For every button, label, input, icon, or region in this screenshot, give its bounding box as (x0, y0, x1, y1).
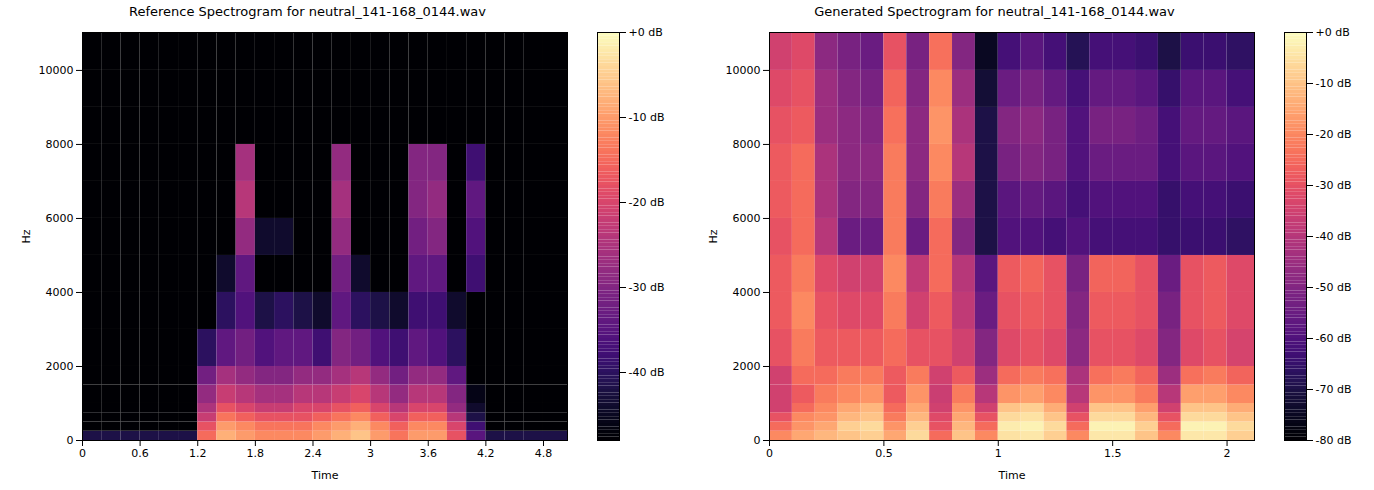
svg-text:2: 2 (1224, 447, 1231, 460)
svg-text:10000: 10000 (726, 64, 761, 77)
svg-text:8000: 8000 (733, 138, 761, 151)
svg-text:-30 dB: -30 dB (629, 281, 665, 294)
svg-text:Hz: Hz (20, 229, 33, 243)
svg-text:6000: 6000 (46, 212, 74, 225)
svg-text:+0 dB: +0 dB (629, 26, 663, 39)
html-text:Reference Spectrogram for neut: Reference Spectrogram for neutral_141-16… (129, 4, 486, 19)
svg-text:-20 dB: -20 dB (1316, 128, 1352, 141)
svg-text:Time: Time (998, 469, 1026, 482)
svg-text:6000: 6000 (733, 212, 761, 225)
svg-text:1: 1 (995, 447, 1002, 460)
svg-text:0: 0 (766, 447, 773, 460)
svg-text:-80 dB: -80 dB (1316, 434, 1352, 447)
svg-text:1.5: 1.5 (1104, 447, 1122, 460)
svg-text:3: 3 (367, 447, 374, 460)
svg-text:-10 dB: -10 dB (629, 111, 665, 124)
svg-text:-60 dB: -60 dB (1316, 332, 1352, 345)
svg-text:10000: 10000 (39, 64, 74, 77)
svg-text:-10 dB: -10 dB (1316, 77, 1352, 90)
svg-text:+0 dB: +0 dB (1316, 26, 1350, 39)
svg-text:8000: 8000 (46, 138, 74, 151)
svg-text:-70 dB: -70 dB (1316, 383, 1352, 396)
svg-text:0: 0 (67, 434, 74, 447)
svg-text:-30 dB: -30 dB (1316, 179, 1352, 192)
svg-text:2000: 2000 (733, 360, 761, 373)
svg-text:0.6: 0.6 (131, 447, 149, 460)
svg-text:4.8: 4.8 (535, 447, 553, 460)
svg-text:2000: 2000 (46, 360, 74, 373)
svg-text:4.2: 4.2 (477, 447, 495, 460)
svg-text:Time: Time (311, 469, 339, 482)
svg-text:0: 0 (754, 434, 761, 447)
html-text:Generated Spectrogram for neut: Generated Spectrogram for neutral_141-16… (814, 4, 1175, 19)
svg-text:4000: 4000 (733, 286, 761, 299)
svg-text:-20 dB: -20 dB (629, 196, 665, 209)
svg-text:1.8: 1.8 (247, 447, 264, 460)
svg-text:2.4: 2.4 (304, 447, 322, 460)
svg-text:-40 dB: -40 dB (629, 366, 665, 379)
svg-text:3.6: 3.6 (419, 447, 437, 460)
svg-text:-50 dB: -50 dB (1316, 281, 1352, 294)
svg-text:0: 0 (79, 447, 86, 460)
svg-text:4000: 4000 (46, 286, 74, 299)
svg-text:-40 dB: -40 dB (1316, 230, 1352, 243)
svg-text:Hz: Hz (707, 229, 720, 243)
svg-text:0.5: 0.5 (875, 447, 893, 460)
svg-text:1.2: 1.2 (189, 447, 207, 460)
